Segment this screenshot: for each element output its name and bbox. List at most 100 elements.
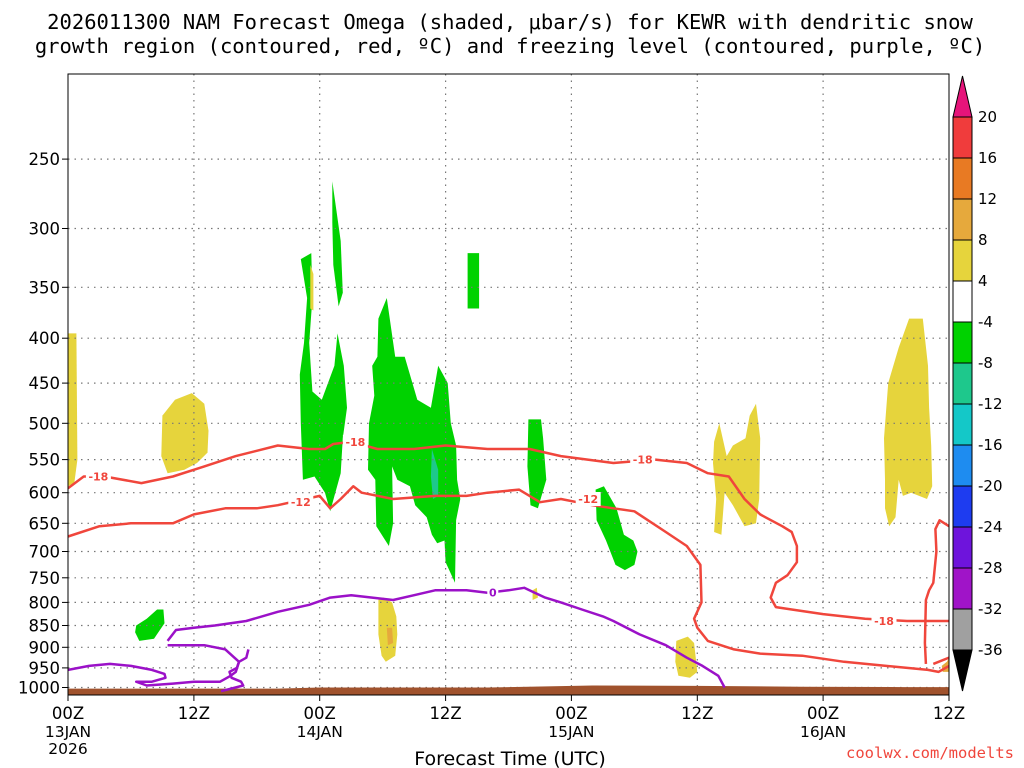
colorbar-bottom-arrow [952,649,973,692]
omega-region-4 [368,298,461,583]
y-tick-label-300: 300 [29,220,61,239]
ground-terrain [68,685,949,695]
dgz-contour-line-2 [932,656,949,666]
dgz-contour-label-bg-1-0 [288,495,314,510]
colorbar-band-4 [952,280,973,323]
y-tick-label-550: 550 [29,451,61,470]
y-tick-label-500: 500 [29,414,61,433]
colorbar-label-3: 8 [978,231,988,249]
grid [68,74,949,695]
colorbar-label-8: -16 [978,436,1003,454]
dgz-contour-label-bg-0-0 [85,469,111,484]
ground-fill [68,685,949,695]
colorbar-label-2: 12 [978,190,997,208]
dgz-contour-label-1-1: -12 [578,493,598,506]
x-tick-label-0: 00Z [52,704,84,723]
colorbar-label-11: -28 [978,559,1003,577]
dgz-contour-label-0-0: -18 [88,471,108,484]
y-tick-label-800: 800 [29,593,61,612]
dgz-contour-label-0-2: -18 [633,454,653,467]
omega-region-9 [161,393,209,474]
dgz-contour-label-0-1: -18 [345,436,365,449]
colorbar-label-0: 20 [978,108,997,126]
colorbar-band-6 [952,362,973,405]
x-date-label-72: 16JAN [800,723,846,741]
colorbar-band-11 [952,567,973,610]
x-tick-label-84: 12Z [933,704,965,723]
colorbar-label-9: -20 [978,477,1003,495]
x-year-label-0: 2026 [48,740,87,758]
y-tick-label-950: 950 [29,659,61,678]
colorbar-top-arrow [952,75,973,118]
freezing-contour-line-1 [68,643,241,687]
y-tick-label-1000: 1000 [18,679,60,698]
colorbar-label-4: 4 [978,272,988,290]
colorbar-label-10: -24 [978,518,1003,536]
colorbar-band-9 [952,485,973,528]
x-tick-label-12: 12Z [178,704,210,723]
colorbar: 20 16 12 8 4 -4 -8 -12 -16 -20 -24 -28 -32 -36 [952,75,1003,692]
x-date-label-24: 14JAN [297,723,343,741]
colorbar-label-6: -8 [978,354,993,372]
omega-region-1 [299,253,347,512]
colorbar-band-5 [952,321,973,364]
colorbar-label-13: -36 [978,641,1003,659]
freezing-contour-line-2 [220,649,250,693]
dgz-contour-line-1 [68,485,949,674]
colorbar-band-3 [952,239,973,282]
colorbar-band-2 [952,198,973,241]
x-tick-label-48: 00Z [555,704,587,723]
colorbar-label-7: -12 [978,395,1003,413]
colorbar-band-10 [952,526,973,569]
y-tick-label-450: 450 [29,374,61,393]
omega-region-16 [884,318,933,527]
freezing-contour-label-bg-0-0 [487,585,499,600]
plot-frame [67,73,950,696]
omega-region-5 [430,449,439,499]
dgz-contour-label-1-0: -12 [291,496,311,509]
y-tick-label-650: 650 [29,514,61,533]
omega-region-7 [595,486,638,571]
colorbar-label-1: 16 [978,149,997,167]
omega-region-8 [68,333,78,487]
y-tick-label-350: 350 [29,278,61,297]
y-tick-label-700: 700 [29,543,61,562]
x-tick-label-36: 12Z [429,704,461,723]
dgz-contour-label-bg-1-1 [575,492,601,506]
y-tick-label-600: 600 [29,484,61,503]
dgz-contour-line-0 [68,440,949,623]
colorbar-label-12: -32 [978,600,1003,618]
omega-region-10 [310,264,314,311]
y-tick-label-900: 900 [29,638,61,657]
y-tick-label-850: 850 [29,617,61,636]
credit-text: coolwx.com/modelts [846,744,1014,762]
contours: -18 -18 -18 -18 -12 -12 0 [68,434,949,693]
colorbar-band-1 [952,157,973,200]
x-axis-label: Forecast Time (UTC) [414,748,605,768]
omega-region-2 [332,181,343,307]
dgz-contour-label-bg-0-2 [630,452,656,467]
y-tick-label-400: 400 [29,329,61,348]
dgz-contour-label-0-3: -18 [874,615,894,628]
dgz-contour-label-bg-0-1 [342,434,368,449]
omega-shading [68,181,949,678]
omega-region-15 [713,403,761,535]
omega-region-6 [527,419,547,509]
omega-region-12 [386,627,394,646]
dgz-contour-label-bg-0-3 [871,614,897,628]
x-tick-label-72: 00Z [807,704,839,723]
colorbar-band-8 [952,444,973,487]
chart-title-line2: growth region (contoured, red, ºC) and f… [35,34,985,58]
colorbar-band-7 [952,403,973,446]
x-date-label-0: 13JAN [45,723,91,741]
freezing-contour-label-0-0: 0 [489,587,497,600]
x-tick-label-60: 12Z [681,704,713,723]
omega-region-3 [467,253,480,309]
y-tick-label-750: 750 [29,569,61,588]
y-axis: 250 300 350 400 450 500 550 600 650 700 750 800 850 9… [18,150,68,698]
x-date-label-48: 15JAN [548,723,594,741]
y-tick-label-250: 250 [29,150,61,169]
dgz-contour-line-3 [923,519,949,664]
